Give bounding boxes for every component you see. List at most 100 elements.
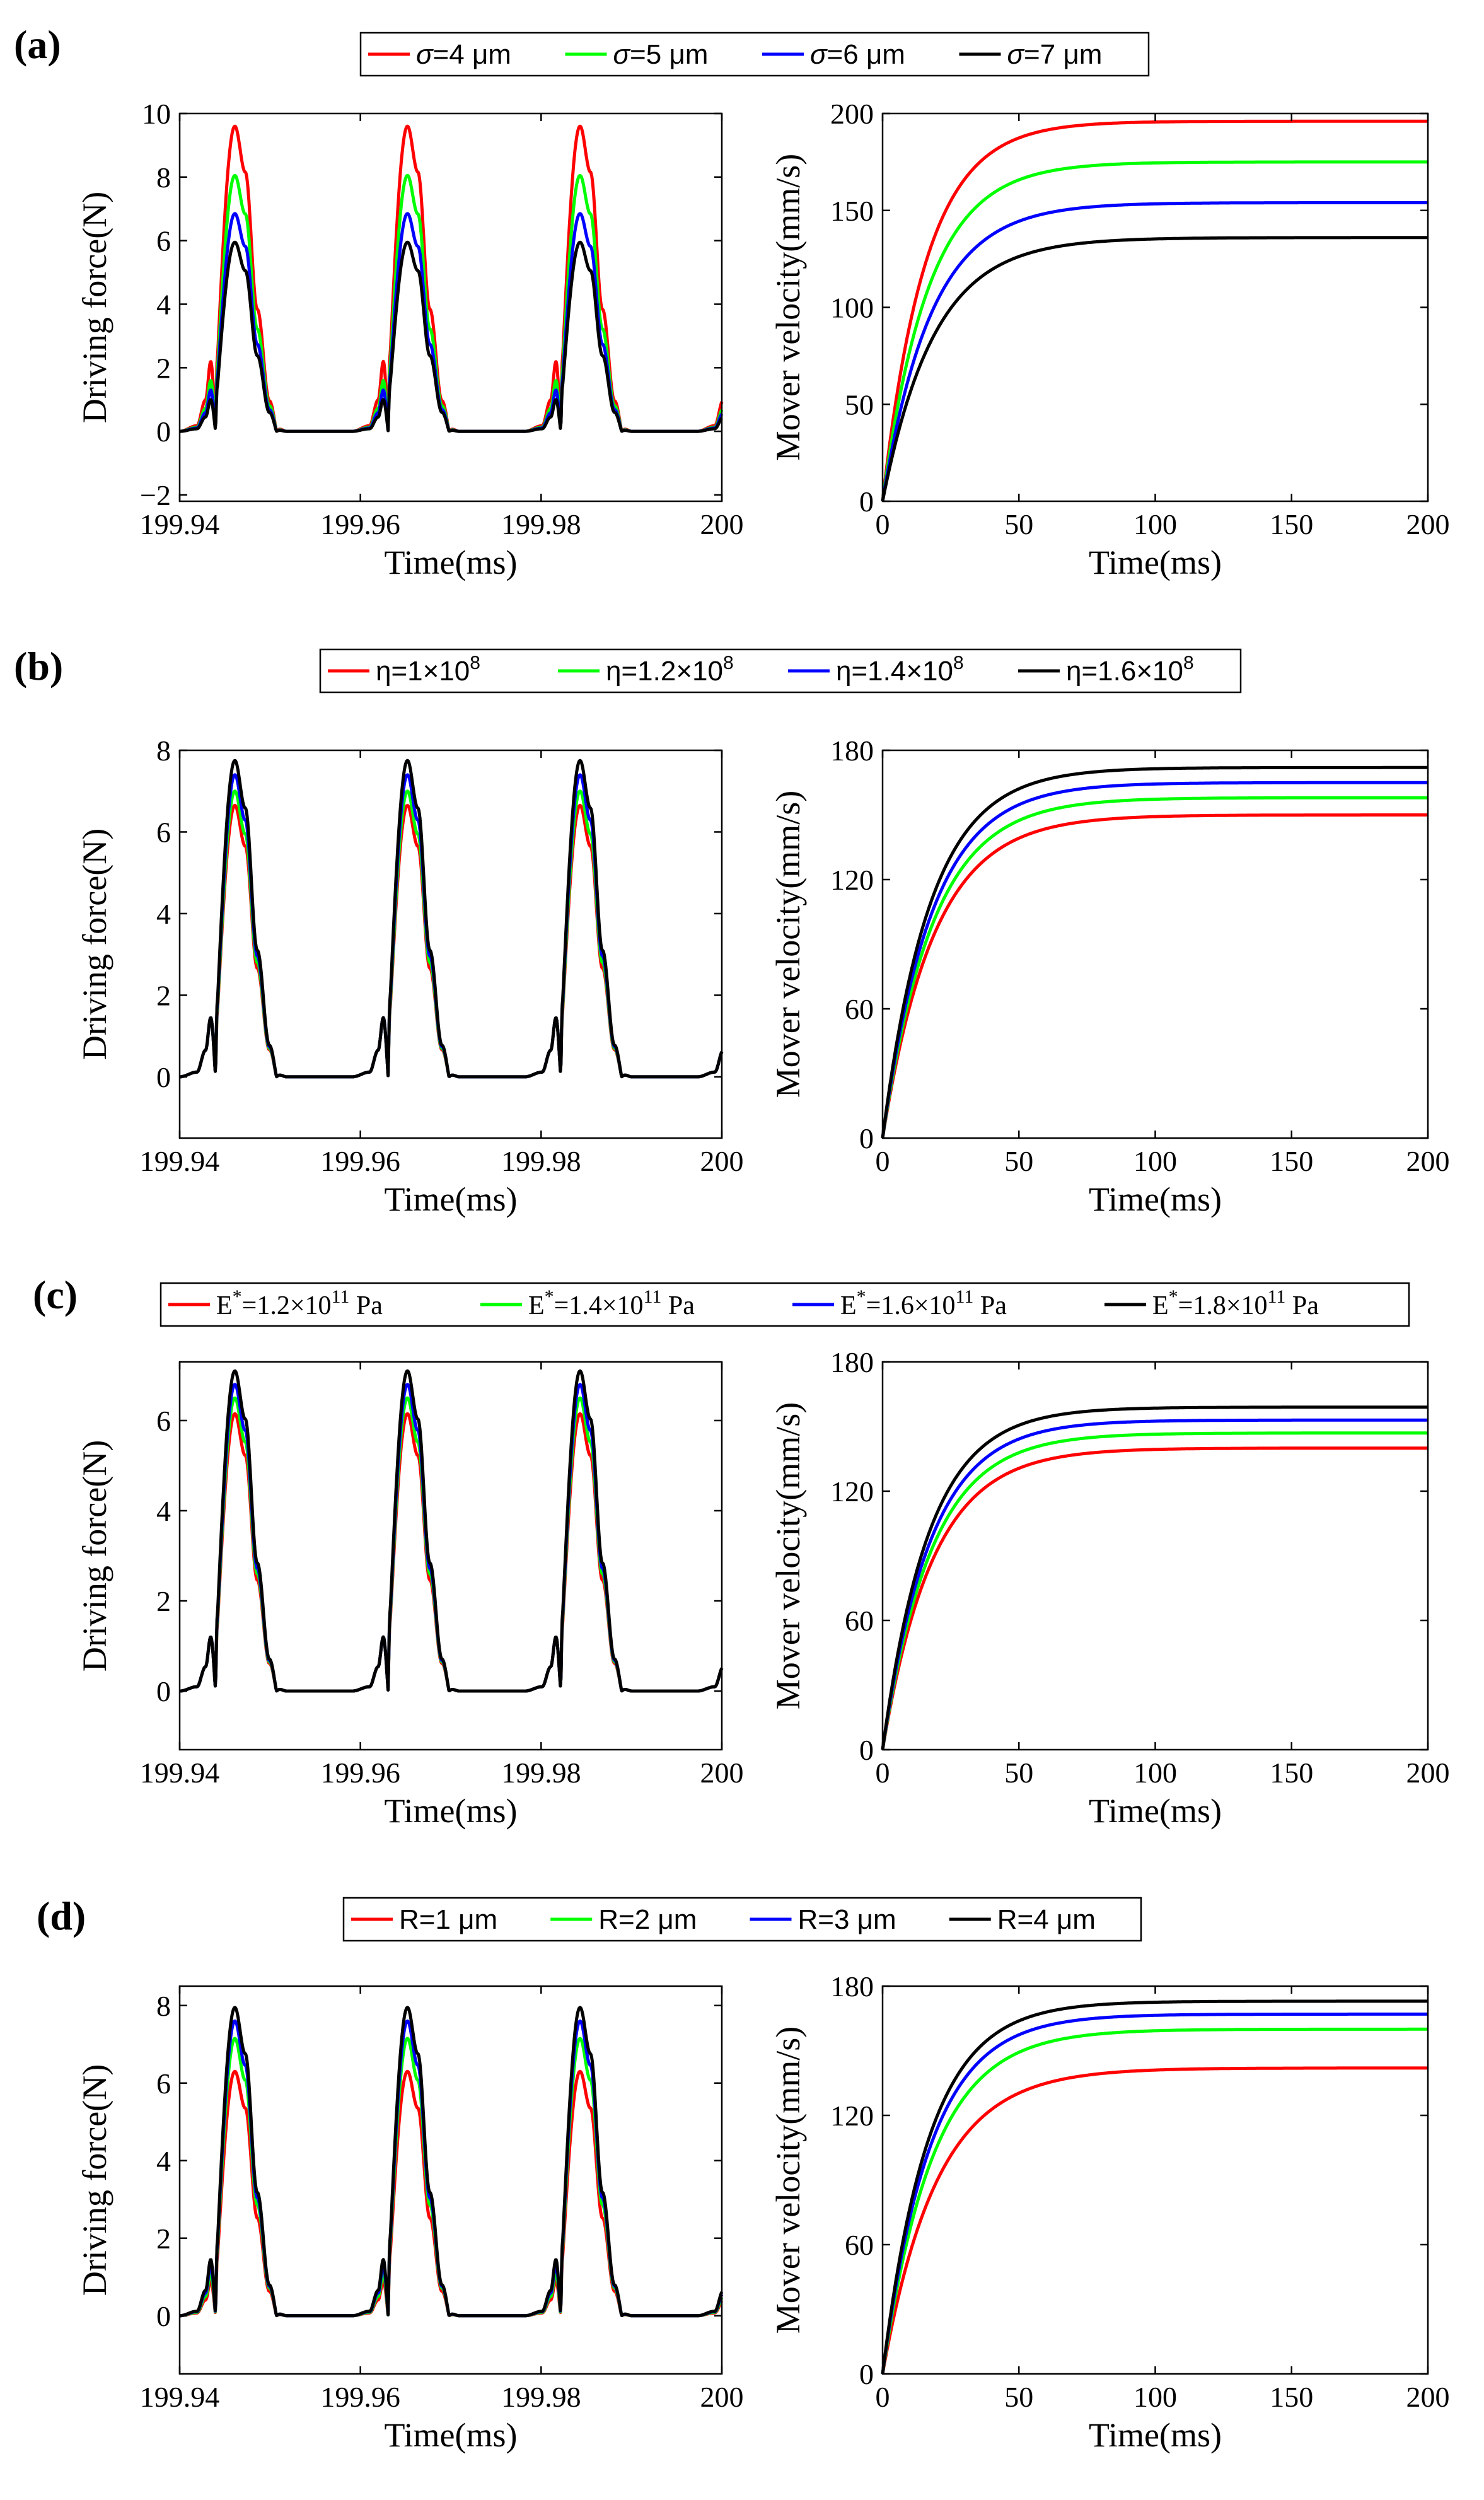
y-tick-label: 60 <box>845 1605 874 1637</box>
y-axis-label: Driving force(N) <box>76 1440 113 1672</box>
x-tick-label: 150 <box>1270 508 1313 540</box>
legend-box <box>319 648 1242 694</box>
x-tick-label: 199.96 <box>320 2381 400 2413</box>
legend-entry: η=1.2×108 <box>606 653 734 687</box>
x-tick-label: 199.96 <box>320 508 400 540</box>
x-axis-label: Time(ms) <box>384 1180 517 1218</box>
legend-entry: σ=7 μm <box>1007 39 1103 70</box>
x-axis-label: Time(ms) <box>384 2416 517 2454</box>
x-tick-label: 199.94 <box>140 1757 220 1789</box>
series-line-2 <box>178 1396 724 1693</box>
x-tick-label: 199.96 <box>320 1145 400 1177</box>
legend-entry: R=1 μm <box>399 1904 497 1935</box>
x-tick-label: 0 <box>876 1757 890 1789</box>
x-tick-label: 200 <box>700 508 744 540</box>
x-tick-label: 200 <box>700 1757 744 1789</box>
legend-box <box>342 1897 1142 1942</box>
y-tick-label: 180 <box>830 735 874 767</box>
y-tick-label: 6 <box>156 1405 171 1437</box>
y-tick-label: 4 <box>156 2145 171 2177</box>
y-tick-label: 2 <box>156 352 171 384</box>
chart-4-force: 199.94 199.96 199.98 200 0 2 4 6 8 Time(ms) Drivin… <box>76 1985 744 2454</box>
series-line-4 <box>178 1369 724 1693</box>
y-tick-label: 0 <box>859 1734 874 1766</box>
y-axis-label: Mover velocity(mm/s) <box>769 2026 807 2334</box>
y-tick-label: 180 <box>830 1970 874 2003</box>
plot-frame <box>881 1985 1429 2375</box>
y-tick-label: −2 <box>140 479 171 511</box>
legend-entry: η=1.4×108 <box>836 653 964 687</box>
series-line-2 <box>178 173 724 433</box>
y-tick-label: 60 <box>845 2229 874 2261</box>
plot-frame <box>881 749 1429 1139</box>
legend-entry: R=4 μm <box>997 1904 1096 1935</box>
x-tick-label: 100 <box>1133 1757 1177 1789</box>
chart-3-force: 199.94 199.96 199.98 200 0 2 4 6 Time(ms) Driving… <box>76 1361 744 1830</box>
series-line-3 <box>178 773 724 1079</box>
x-axis-label: Time(ms) <box>384 544 517 581</box>
series-line-4 <box>178 2006 724 2318</box>
y-tick-label: 2 <box>156 979 171 1011</box>
series-line-1 <box>881 119 1429 502</box>
y-tick-label: 6 <box>156 816 171 848</box>
series-line-4 <box>178 759 724 1079</box>
chart-1-force: 199.94 199.96 199.98 200 −2 0 2 4 6 8 10 Time(ms) Dr… <box>76 98 744 581</box>
x-axis-label: Time(ms) <box>1089 544 1222 581</box>
y-axis-label: Mover velocity(mm/s) <box>769 1402 807 1709</box>
y-tick-label: 4 <box>156 898 171 930</box>
x-tick-label: 199.98 <box>501 2381 581 2413</box>
series-line-2 <box>881 2027 1429 2375</box>
panel-label: (d) <box>37 1893 86 1938</box>
chart-2-velocity: 0 50 100 150 200 0 60 120 180 Time(ms) Mover veloc… <box>769 735 1450 1218</box>
x-tick-label: 200 <box>1406 2381 1450 2413</box>
y-axis-label: Mover velocity(mm/s) <box>769 154 807 461</box>
legend-entry: η=1×108 <box>376 653 480 687</box>
chart-2-force: 199.94 199.96 199.98 200 0 2 4 6 8 Time(ms) Drivin… <box>76 735 744 1218</box>
x-tick-label: 199.94 <box>140 508 220 540</box>
x-tick-label: 200 <box>700 1145 744 1177</box>
legend: R=1 μm R=2 μm R=3 μm R=4 μm <box>342 1897 1142 1942</box>
x-tick-label: 0 <box>876 2381 890 2413</box>
y-tick-label: 100 <box>830 292 874 324</box>
x-tick-label: 199.98 <box>501 508 581 540</box>
y-tick-label: 120 <box>830 1475 874 1508</box>
legend: σ=4 μm σ=5 μm σ=6 μm σ=7 μm <box>359 32 1150 77</box>
series-line-2 <box>178 789 724 1079</box>
series-line-1 <box>178 124 724 433</box>
legend-box <box>159 1282 1410 1327</box>
plot-frame <box>178 1985 723 2375</box>
x-tick-label: 199.98 <box>501 1145 581 1177</box>
x-tick-label: 199.96 <box>320 1757 400 1789</box>
legend: η=1×108 η=1.2×108 η=1.4×108 η=1.6×108 <box>319 648 1242 694</box>
series-line-2 <box>178 2037 724 2318</box>
legend: E*=1.2×1011 Pa E*=1.4×1011 Pa E*=1.6×1011 … <box>159 1282 1410 1327</box>
x-tick-label: 100 <box>1133 508 1177 540</box>
y-tick-label: 6 <box>156 2067 171 2100</box>
x-tick-label: 100 <box>1133 1145 1177 1177</box>
x-tick-label: 199.94 <box>140 2381 220 2413</box>
legend-entry: σ=5 μm <box>613 39 709 70</box>
series-line-2 <box>881 796 1429 1139</box>
plot-frame <box>881 112 1429 503</box>
panel-label: (a) <box>14 22 61 67</box>
x-tick-label: 50 <box>1004 508 1033 540</box>
x-tick-label: 50 <box>1004 2381 1033 2413</box>
y-tick-label: 50 <box>845 388 874 421</box>
series-line-4 <box>881 765 1429 1139</box>
legend-entry: E*=1.2×1011 Pa <box>216 1286 383 1320</box>
y-tick-label: 8 <box>156 161 171 194</box>
x-axis-label: Time(ms) <box>1089 1792 1222 1830</box>
chart-3-velocity: 0 50 100 150 200 0 60 120 180 Time(ms) Mover veloc… <box>769 1346 1450 1830</box>
x-axis-label: Time(ms) <box>384 1792 517 1830</box>
x-axis-label: Time(ms) <box>1089 1180 1222 1218</box>
x-tick-label: 200 <box>1406 1757 1450 1789</box>
series-line-4 <box>881 1405 1429 1750</box>
x-axis-label: Time(ms) <box>1089 2416 1222 2454</box>
y-tick-label: 0 <box>859 485 874 518</box>
y-tick-label: 150 <box>830 195 874 227</box>
y-tick-label: 120 <box>830 2100 874 2132</box>
series-line-1 <box>178 1412 724 1693</box>
y-tick-label: 10 <box>142 98 171 130</box>
series-line-4 <box>178 240 723 433</box>
y-tick-label: 0 <box>156 1061 171 1093</box>
